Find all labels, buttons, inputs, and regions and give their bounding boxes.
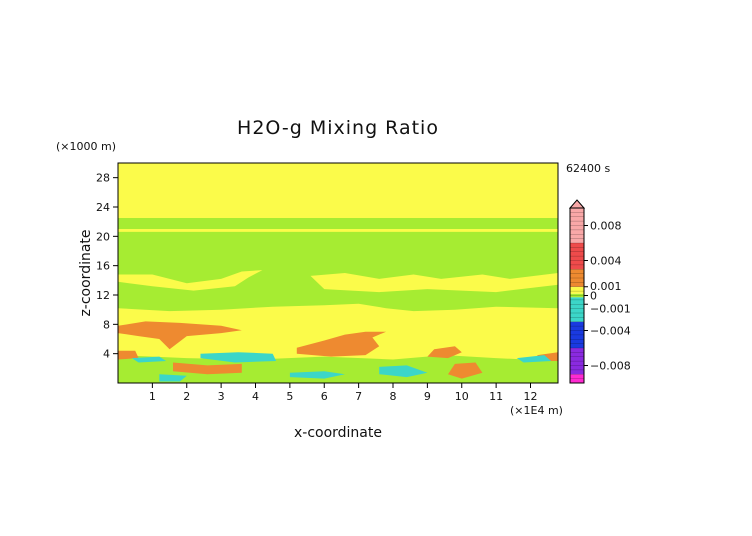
x-axis-label: x-coordinate xyxy=(294,425,382,441)
chart-title: H2O-g Mixing Ratio xyxy=(237,117,439,139)
contour-region-5 xyxy=(118,321,242,350)
colorbar-tick-label-4: −0.001 xyxy=(590,302,631,315)
contour-region-3 xyxy=(310,273,558,293)
colorbar-arrow xyxy=(568,199,586,209)
time-label: 62400 s xyxy=(566,162,610,175)
y-tick-label-3: 16 xyxy=(96,260,110,273)
contour-region-13 xyxy=(289,371,345,379)
x-tick-label-6: 7 xyxy=(355,390,362,403)
colorbar-tick-label-1: 0.004 xyxy=(590,255,622,268)
x-tick-label-2: 3 xyxy=(218,390,225,403)
x-unit-label: (×1E4 m) xyxy=(510,404,563,417)
colorbar-band-3 xyxy=(570,297,584,322)
contour-region-2 xyxy=(118,270,263,291)
y-tick-label-5: 24 xyxy=(96,201,110,214)
x-tick-label-4: 5 xyxy=(286,390,293,403)
x-tick-label-1: 2 xyxy=(183,390,190,403)
y-tick-label-1: 8 xyxy=(103,318,110,331)
colorbar xyxy=(568,199,586,384)
contour-region-12 xyxy=(200,352,277,363)
contour-region-0 xyxy=(118,163,558,218)
contour-region-1 xyxy=(118,229,558,232)
y-ticks: 4 8 12 16 20 24 28 xyxy=(96,172,118,361)
y-tick-label-6: 28 xyxy=(96,172,110,185)
x-tick-label-0: 1 xyxy=(149,390,156,403)
x-tick-label-8: 9 xyxy=(424,390,431,403)
y-tick-label-0: 4 xyxy=(103,348,110,361)
contour-region-16 xyxy=(131,356,167,363)
colorbar-tick-label-5: −0.004 xyxy=(590,325,631,338)
x-tick-label-7: 8 xyxy=(390,390,397,403)
x-tick-label-3: 4 xyxy=(252,390,259,403)
contour-region-14 xyxy=(379,365,428,378)
contour-regions xyxy=(118,163,558,382)
x-tick-label-5: 6 xyxy=(321,390,328,403)
y-unit-label: (×1000 m) xyxy=(56,140,116,153)
contour-region-6 xyxy=(296,331,387,357)
plot-frame xyxy=(117,162,559,384)
contour-region-15 xyxy=(159,374,187,382)
x-tick-label-11: 12 xyxy=(524,390,538,403)
x-ticks: 1 2 3 4 5 6 7 8 9 10 11 12 xyxy=(149,383,538,403)
contour-region-7 xyxy=(427,346,462,359)
colorbar-band-5 xyxy=(570,286,584,294)
contour-region-4 xyxy=(118,303,558,361)
colorbar-tick-label-2: 0.001 xyxy=(590,280,622,293)
y-tick-label-4: 20 xyxy=(96,230,110,243)
contour-region-8 xyxy=(118,350,139,360)
x-tick-label-10: 11 xyxy=(489,390,503,403)
colorbar-tick-label-0: 0.008 xyxy=(590,220,622,233)
y-tick-label-2: 12 xyxy=(96,289,110,302)
contour-region-10 xyxy=(448,362,483,379)
x-tick-label-9: 10 xyxy=(455,390,469,403)
y-axis-label: z-coordinate xyxy=(78,229,94,316)
colorbar-tick-label-6: −0.008 xyxy=(590,360,631,373)
colorbar-tick-label-3: 0 xyxy=(590,290,597,303)
contour-region-17 xyxy=(516,355,552,363)
contour-region-9 xyxy=(173,362,242,375)
